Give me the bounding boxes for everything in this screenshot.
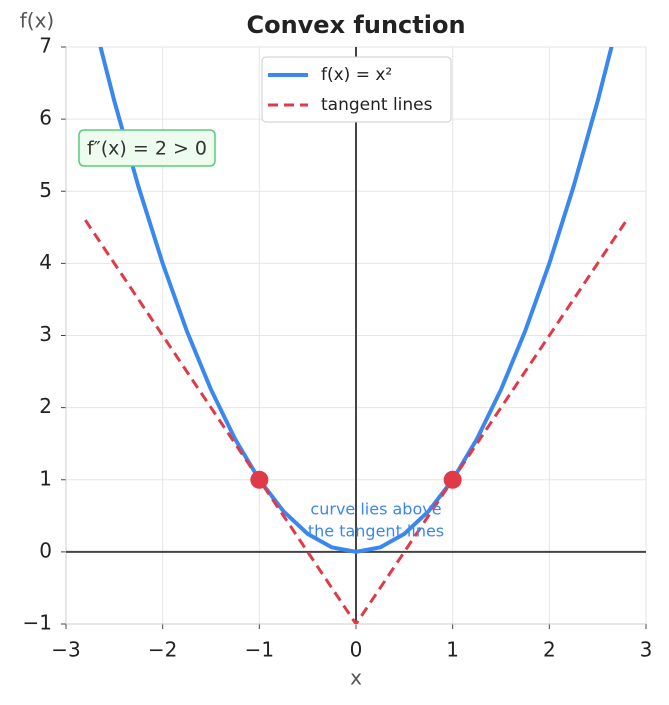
x-tick-label: −3 xyxy=(51,638,80,662)
y-tick-label: 1 xyxy=(39,466,52,490)
tangent-point xyxy=(443,470,462,489)
x-axis-label: x xyxy=(350,666,362,690)
y-tick-label: 4 xyxy=(39,250,52,274)
series-group xyxy=(84,47,628,624)
y-tick-label: 6 xyxy=(39,106,52,130)
series-line xyxy=(98,47,614,554)
chart-title: Convex function xyxy=(246,11,465,39)
x-tick-label: 3 xyxy=(640,638,653,662)
annotation: curve lies above xyxy=(310,500,441,519)
x-tick-label: 0 xyxy=(350,638,363,662)
x-tick-label: 2 xyxy=(543,638,556,662)
y-axis-label: f(x) xyxy=(20,9,54,33)
annotation-box-text: f″(x) = 2 > 0 xyxy=(87,138,207,160)
series-line xyxy=(84,219,628,624)
annotation: the tangent lines xyxy=(308,522,444,541)
y-tick-label: 2 xyxy=(39,394,52,418)
annotation-box xyxy=(78,129,216,167)
y-tick-label: 3 xyxy=(39,322,52,346)
y-tick-label: 7 xyxy=(39,34,52,58)
x-tick-label: 1 xyxy=(446,638,459,662)
y-tick-label: −1 xyxy=(23,611,52,635)
x-tick-label: −1 xyxy=(245,638,274,662)
legend-box xyxy=(261,56,452,123)
legend-label: f(x) = x² xyxy=(321,65,392,85)
tangent-point xyxy=(250,470,269,489)
legend-label: tangent lines xyxy=(321,95,433,115)
y-tick-label: 0 xyxy=(39,538,52,562)
y-tick-label: 5 xyxy=(39,178,52,202)
x-tick-label: −2 xyxy=(148,638,177,662)
